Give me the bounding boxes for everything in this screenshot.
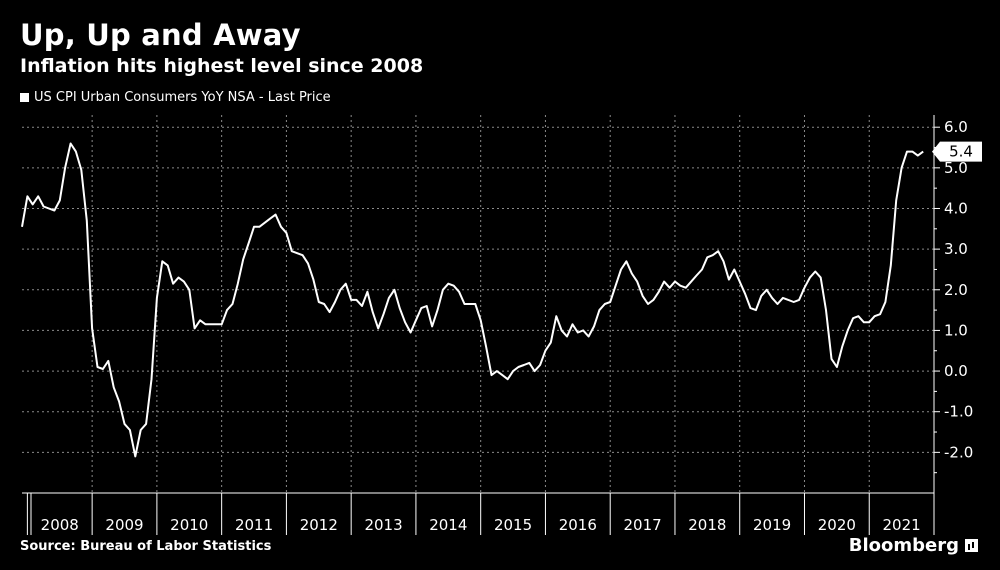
y-tick-label: 2.0 bbox=[944, 281, 968, 299]
x-tick-label: 2014 bbox=[429, 516, 467, 534]
x-tick-label: 2020 bbox=[818, 516, 856, 534]
y-tick-label: 1.0 bbox=[944, 321, 968, 339]
brand-name: Bloomberg bbox=[848, 535, 959, 556]
chart-subtitle: Inflation hits highest level since 2008 bbox=[20, 55, 424, 77]
legend-label: US CPI Urban Consumers YoY NSA - Last Pr… bbox=[34, 90, 331, 105]
legend-swatch bbox=[20, 93, 29, 102]
x-tick-label: 2017 bbox=[623, 516, 661, 534]
source-note: Source: Bureau of Labor Statistics bbox=[20, 539, 272, 554]
x-tick-label: 2013 bbox=[364, 516, 402, 534]
series-line bbox=[21, 142, 924, 458]
x-tick-label: 2021 bbox=[883, 516, 921, 534]
y-tick-label: -1.0 bbox=[944, 403, 973, 421]
legend: US CPI Urban Consumers YoY NSA - Last Pr… bbox=[20, 90, 331, 105]
x-tick-label: 2018 bbox=[688, 516, 726, 534]
y-tick-label: 3.0 bbox=[944, 240, 968, 258]
y-tick-label: 0.0 bbox=[944, 362, 968, 380]
y-tick-label: 5.0 bbox=[944, 159, 968, 177]
last-value-label: 5.4 bbox=[949, 143, 973, 161]
y-tick-label: -2.0 bbox=[944, 443, 973, 461]
x-tick-label: 2011 bbox=[235, 516, 273, 534]
x-tick-label: 2019 bbox=[753, 516, 791, 534]
x-tick-label: 2008 bbox=[41, 516, 79, 534]
x-tick-label: 2012 bbox=[300, 516, 338, 534]
x-tick-label: 2015 bbox=[494, 516, 532, 534]
y-tick-label: 4.0 bbox=[944, 199, 968, 217]
chart-icon bbox=[965, 539, 978, 552]
chart-title: Up, Up and Away bbox=[20, 18, 301, 52]
x-tick-label: 2009 bbox=[105, 516, 143, 534]
brand-logo: Bloomberg bbox=[849, 535, 978, 556]
y-tick-label: 6.0 bbox=[944, 118, 968, 136]
x-tick-label: 2016 bbox=[559, 516, 597, 534]
x-tick-label: 2010 bbox=[170, 516, 208, 534]
last-value-flag bbox=[932, 141, 982, 162]
